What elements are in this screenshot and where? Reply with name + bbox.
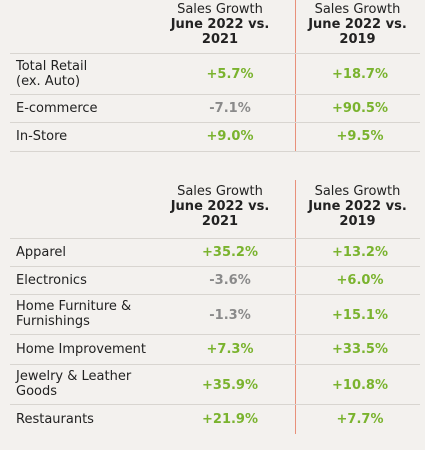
- table-row: Total Retail (ex. Auto) +5.7% +18.7%: [10, 53, 420, 94]
- header-growth-vs-2019: Sales Growth June 2022 vs. 2019: [308, 184, 407, 229]
- column-divider: [295, 180, 296, 434]
- growth-vs-2021: +7.3%: [206, 342, 254, 357]
- growth-vs-2021: -1.3%: [209, 308, 251, 323]
- row-label: Restaurants: [16, 412, 94, 427]
- growth-vs-2021: +35.2%: [202, 245, 258, 260]
- column-divider: [295, 0, 296, 152]
- table-row: Restaurants +21.9% +7.7%: [10, 404, 420, 435]
- row-label: E-commerce: [16, 101, 98, 116]
- header-growth-vs-2021: Sales Growth June 2022 vs. 2021: [170, 184, 270, 229]
- growth-vs-2019: +6.0%: [336, 273, 384, 288]
- row-label: Apparel: [16, 245, 67, 260]
- growth-vs-2019: +10.8%: [332, 378, 388, 393]
- growth-vs-2021: +21.9%: [202, 412, 258, 427]
- table-row: Home Furniture & Furnishings -1.3% +15.1…: [10, 294, 420, 335]
- growth-vs-2021: -3.6%: [209, 273, 251, 288]
- growth-vs-2021: -7.1%: [209, 101, 251, 116]
- growth-vs-2021: +9.0%: [206, 129, 254, 144]
- table-row: E-commerce -7.1% +90.5%: [10, 94, 420, 123]
- table-row: Jewelry & Leather Goods +35.9% +10.8%: [10, 364, 420, 405]
- growth-vs-2021: +35.9%: [202, 378, 258, 393]
- header-growth-vs-2021: Sales Growth June 2022 vs. 2021: [170, 2, 270, 47]
- growth-vs-2019: +33.5%: [332, 342, 388, 357]
- growth-vs-2021: +5.7%: [206, 67, 254, 82]
- row-label: In-Store: [16, 129, 68, 144]
- row-label: Home Furniture & Furnishings: [16, 299, 132, 329]
- growth-vs-2019: +90.5%: [332, 101, 388, 116]
- header-growth-vs-2019: Sales Growth June 2022 vs. 2019: [308, 2, 407, 47]
- row-label: Total Retail (ex. Auto): [16, 59, 88, 89]
- row-label: Home Improvement: [16, 342, 146, 357]
- growth-vs-2019: +15.1%: [332, 308, 388, 323]
- table-row: Apparel +35.2% +13.2%: [10, 238, 420, 267]
- growth-vs-2019: +18.7%: [332, 67, 388, 82]
- row-label: Jewelry & Leather Goods: [16, 369, 132, 399]
- growth-vs-2019: +9.5%: [336, 129, 384, 144]
- table-row: Home Improvement +7.3% +33.5%: [10, 334, 420, 365]
- growth-vs-2019: +13.2%: [332, 245, 388, 260]
- table-row: In-Store +9.0% +9.5%: [10, 122, 420, 152]
- table-row: Electronics -3.6% +6.0%: [10, 266, 420, 295]
- growth-vs-2019: +7.7%: [336, 412, 384, 427]
- row-label: Electronics: [16, 273, 87, 288]
